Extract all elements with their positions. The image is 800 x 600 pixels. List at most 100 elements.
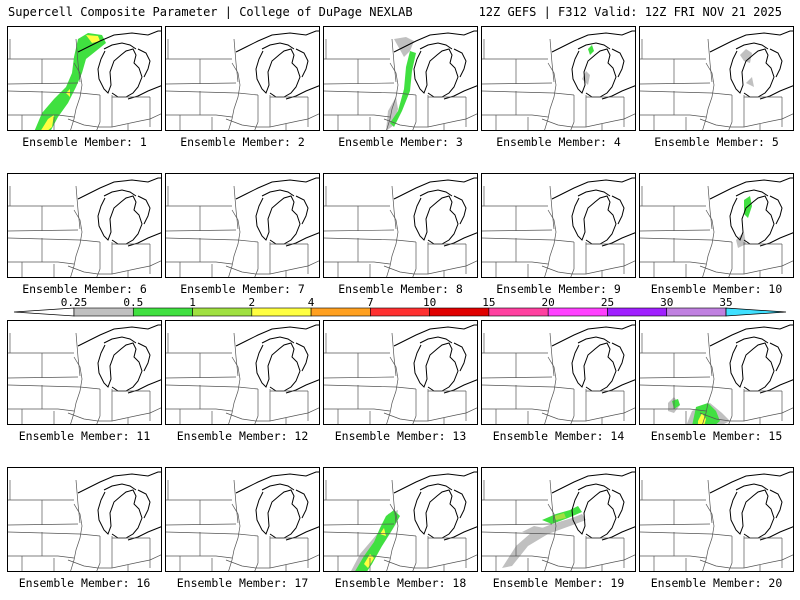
state-border xyxy=(702,356,715,424)
lake-outline xyxy=(729,48,775,98)
state-border xyxy=(96,95,101,130)
map-canvas xyxy=(166,471,319,571)
colorbar-bin xyxy=(666,307,727,317)
state-border xyxy=(699,113,793,128)
state-border xyxy=(386,356,399,424)
state-border xyxy=(8,408,75,412)
map-canvas xyxy=(324,30,477,130)
state-border xyxy=(585,536,624,539)
lake-outline xyxy=(769,342,783,372)
state-border xyxy=(67,113,161,128)
state-border xyxy=(225,554,319,569)
ensemble-member-label: Ensemble Member: 14 xyxy=(492,429,625,443)
state-border xyxy=(707,185,713,230)
lake-outline xyxy=(453,342,467,372)
map-panel-member-6 xyxy=(7,173,162,278)
lake-outline xyxy=(419,189,453,197)
state-border xyxy=(570,242,575,277)
state-border xyxy=(8,384,101,390)
scp-contour xyxy=(698,413,706,424)
map-panel-member-2 xyxy=(165,26,320,131)
state-border xyxy=(482,82,553,85)
state-border xyxy=(386,503,399,571)
lake-outline xyxy=(261,42,295,50)
lake-outline xyxy=(571,195,617,245)
map-canvas xyxy=(640,177,793,277)
state-border xyxy=(702,503,715,571)
lake-outline xyxy=(735,336,769,344)
state-border xyxy=(233,479,239,524)
state-border xyxy=(228,62,241,130)
ensemble-member-label: Ensemble Member: 20 xyxy=(650,576,783,590)
colorbar-bin xyxy=(251,307,312,317)
lake-outline xyxy=(577,189,611,197)
lake-outline xyxy=(255,195,301,245)
scp-contour xyxy=(86,35,100,43)
state-border xyxy=(96,389,101,424)
state-border xyxy=(640,237,733,243)
scp-contour xyxy=(588,45,594,55)
state-border xyxy=(166,523,237,526)
ensemble-member-label: Ensemble Member: 19 xyxy=(492,576,625,590)
state-border xyxy=(70,62,83,130)
lake-outline xyxy=(769,195,783,225)
ensemble-member-label: Ensemble Member: 6 xyxy=(22,282,147,296)
lake-outline xyxy=(453,195,467,225)
state-border xyxy=(8,114,75,118)
lake-outline xyxy=(709,324,793,347)
state-border xyxy=(699,554,793,569)
state-border xyxy=(427,95,466,98)
state-border xyxy=(324,261,391,265)
state-border xyxy=(707,38,713,83)
state-border xyxy=(166,408,233,412)
ensemble-member-label: Ensemble Member: 18 xyxy=(334,576,467,590)
state-border xyxy=(482,555,549,559)
state-border xyxy=(70,209,83,277)
state-border xyxy=(225,407,319,422)
map-canvas xyxy=(8,177,161,277)
lake-outline xyxy=(97,489,143,539)
map-panel-member-7 xyxy=(165,173,320,278)
state-border xyxy=(166,114,233,118)
state-border xyxy=(386,62,399,130)
state-border xyxy=(585,389,624,392)
lake-outline xyxy=(611,48,625,78)
state-border xyxy=(324,237,417,243)
lake-outline xyxy=(77,177,161,200)
state-border xyxy=(541,407,635,422)
state-border xyxy=(8,555,75,559)
page-title: Supercell Composite Parameter | College … xyxy=(8,5,413,19)
state-border xyxy=(324,376,395,379)
colorbar-tick-label: 35 xyxy=(719,296,732,309)
state-border xyxy=(228,356,241,424)
lake-outline xyxy=(551,177,635,200)
state-border xyxy=(8,82,79,85)
state-border xyxy=(544,209,557,277)
colorbar-bin xyxy=(192,307,253,317)
state-border xyxy=(549,185,555,230)
state-border xyxy=(228,209,241,277)
state-border xyxy=(67,260,161,275)
state-border xyxy=(166,384,259,390)
lake-outline xyxy=(295,195,309,225)
state-border xyxy=(728,536,733,571)
colorbar-tick-label: 4 xyxy=(308,296,315,309)
state-border xyxy=(111,389,150,392)
ensemble-member-label: Ensemble Member: 11 xyxy=(18,429,151,443)
state-border xyxy=(233,185,239,230)
state-border xyxy=(640,555,707,559)
state-border xyxy=(166,555,233,559)
state-border xyxy=(640,114,707,118)
lake-outline xyxy=(571,342,617,392)
colorbar-bin xyxy=(310,307,371,317)
state-border xyxy=(233,38,239,83)
lake-outline xyxy=(419,483,453,491)
lake-outline xyxy=(261,189,295,197)
state-border xyxy=(386,209,399,277)
scp-contour xyxy=(582,71,590,85)
state-border xyxy=(254,242,259,277)
state-border xyxy=(228,503,241,571)
state-border xyxy=(70,356,83,424)
map-canvas xyxy=(640,471,793,571)
state-border xyxy=(324,408,391,412)
